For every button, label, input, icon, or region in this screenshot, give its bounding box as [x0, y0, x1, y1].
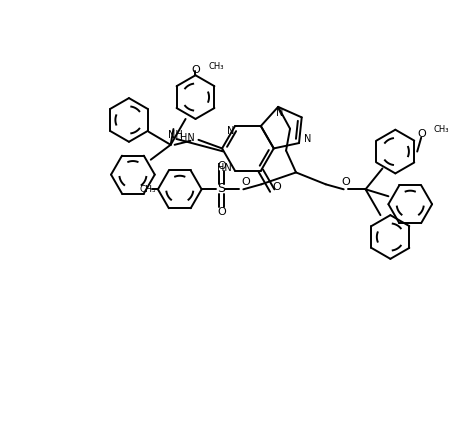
Text: CH₃: CH₃: [433, 125, 448, 134]
Text: HN: HN: [217, 163, 232, 173]
Text: N: N: [228, 126, 235, 136]
Text: N: N: [304, 134, 311, 144]
Text: NH: NH: [168, 130, 183, 140]
Text: O: O: [273, 181, 281, 192]
Text: HN: HN: [180, 133, 194, 143]
Text: S: S: [218, 182, 226, 195]
Text: O: O: [191, 65, 200, 75]
Text: O: O: [217, 207, 226, 217]
Text: O: O: [241, 177, 250, 187]
Text: CH₃: CH₃: [140, 185, 156, 194]
Text: O: O: [342, 177, 350, 187]
Text: CH₃: CH₃: [209, 62, 224, 71]
Text: O: O: [418, 128, 427, 139]
Text: N: N: [276, 108, 284, 118]
Text: O: O: [217, 162, 226, 171]
